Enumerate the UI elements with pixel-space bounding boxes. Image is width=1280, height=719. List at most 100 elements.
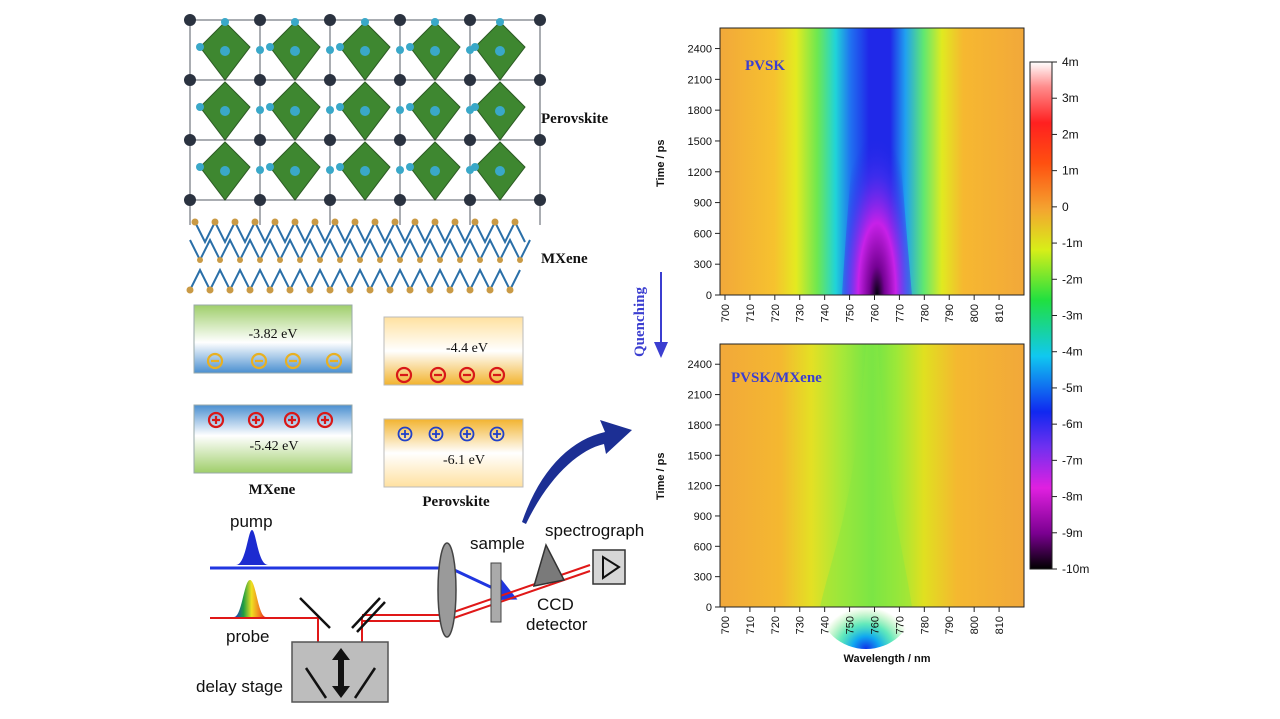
y-tick-label: 1800 xyxy=(688,420,712,432)
x-tick-label: 760 xyxy=(869,304,881,322)
x-tick-label: 770 xyxy=(894,304,906,322)
quenching-label: Quenching xyxy=(632,286,648,357)
perovskite-valence-band-box: -6.1 eV xyxy=(383,418,524,488)
probe-label: probe xyxy=(226,627,269,646)
colorbar-tick-label: -7m xyxy=(1062,453,1083,467)
perovskite-valence-band-value: -6.1 eV xyxy=(443,453,485,468)
x-tick-label: 800 xyxy=(969,304,981,322)
y-tick-label: 300 xyxy=(694,259,712,271)
colorbar-tick-label: 1m xyxy=(1062,164,1079,178)
colorbar-ticks: 4m 3m 2m 1m 0 -1m -2m -3m -4m -5m -6m -7m -8m -9m -10m xyxy=(1052,55,1089,576)
x-tick-label: 780 xyxy=(919,616,931,634)
heatmap-pvsk-title: PVSK xyxy=(745,58,785,74)
y-tick-label: 0 xyxy=(706,602,712,614)
y-tick-label: 900 xyxy=(694,511,712,523)
y-tick-label: 1800 xyxy=(688,105,712,117)
ccd-label: CCD xyxy=(537,595,574,614)
colorbar-tick-label: -6m xyxy=(1062,417,1083,431)
transient-absorption-setup xyxy=(210,530,626,703)
colorbar-tick-label: -2m xyxy=(1062,272,1083,286)
colorbar-tick-label: -8m xyxy=(1062,490,1083,504)
colorbar-tick-label: -4m xyxy=(1062,345,1083,359)
x-tick-label: 710 xyxy=(745,616,757,634)
x-tick-label: 750 xyxy=(845,304,857,322)
y-tick-label: 900 xyxy=(694,198,712,210)
x-tick-label: 700 xyxy=(720,616,732,634)
heatmap-pvsk-mxene: 700 710 720 730 740 750 760 770 780 790 800 810 0 300… xyxy=(655,343,1025,665)
x-tick-label: 730 xyxy=(795,616,807,634)
probe-pulse-icon xyxy=(234,580,266,617)
colorbar-tick-label: 2m xyxy=(1062,127,1079,141)
y-tick-label: 300 xyxy=(694,572,712,584)
prism-icon xyxy=(532,542,566,587)
x-tick-label: 760 xyxy=(869,616,881,634)
colorbar-tick-label: 0 xyxy=(1062,200,1069,214)
perovskite-conduction-band-value: -4.4 eV xyxy=(446,341,488,356)
delay-stage-label: delay stage xyxy=(196,677,283,696)
crystal-structure-illustration xyxy=(184,10,546,294)
x-tick-label: 720 xyxy=(770,616,782,634)
pump-label: pump xyxy=(230,512,273,531)
colorbar-tick-label: -10m xyxy=(1062,562,1089,576)
x-tick-label: 720 xyxy=(770,304,782,322)
perovskite-conduction-band-box: -4.4 eV xyxy=(383,316,524,386)
mxene-conduction-band-value: -3.82 eV xyxy=(249,327,298,342)
colorbar-tick-label: 4m xyxy=(1062,55,1079,69)
y-tick-label: 0 xyxy=(706,290,712,302)
x-tick-label: 780 xyxy=(919,304,931,322)
focusing-lens xyxy=(437,542,457,638)
mxene-valence-band-value: -5.42 eV xyxy=(250,439,299,454)
colorbar-tick-label: -9m xyxy=(1062,526,1083,540)
heatmap-pvsk-axes: 700 710 720 730 740 750 760 770 780 790 800 810 0 300… xyxy=(688,44,1007,323)
detector-label: detector xyxy=(526,615,588,634)
y-tick-label: 1500 xyxy=(688,136,712,148)
colorbar: 4m 3m 2m 1m 0 -1m -2m -3m -4m -5m -6m -7m -8m -9m -10m xyxy=(1029,55,1089,576)
double-arrow-icon xyxy=(332,648,350,698)
colorbar-tick-label: -5m xyxy=(1062,381,1083,395)
y-tick-label: 2400 xyxy=(688,44,712,56)
x-tick-label: 750 xyxy=(845,616,857,634)
y-tick-label: 2100 xyxy=(688,390,712,402)
heatmap-pvsk-mxene-title: PVSK/MXene xyxy=(731,370,822,386)
spectrograph-label: spectrograph xyxy=(545,521,644,540)
down-arrow-icon xyxy=(654,272,668,358)
electron-charge-symbols xyxy=(206,352,343,370)
x-tick-label: 740 xyxy=(820,304,832,322)
heatmap-pvsk-mxene-axes: 700 710 720 730 740 750 760 770 780 790 800 810 0 300… xyxy=(688,359,1007,634)
x-tick-label: 790 xyxy=(944,616,956,634)
colorbar-tick-label: 3m xyxy=(1062,91,1079,105)
y-tick-label: 2400 xyxy=(688,359,712,371)
perovskite-structure-label: Perovskite xyxy=(541,111,609,127)
y-tick-label: 1500 xyxy=(688,450,712,462)
x-tick-label: 710 xyxy=(745,304,757,322)
mxene-conduction-band-box: -3.82 eV xyxy=(193,304,353,374)
sample-label: sample xyxy=(470,534,525,553)
heatmap-pvsk-mxene-ylabel: Time / ps xyxy=(655,453,667,500)
perovskite-energy-label: Perovskite xyxy=(422,494,490,510)
x-tick-label: 770 xyxy=(894,616,906,634)
x-tick-label: 740 xyxy=(820,616,832,634)
curved-arrow-icon xyxy=(522,420,632,524)
spectrograph-box xyxy=(592,549,626,585)
x-tick-label: 810 xyxy=(994,304,1006,322)
heatmap-xlabel: Wavelength / nm xyxy=(844,653,931,665)
mxene-valence-band-box: -5.42 eV xyxy=(193,404,353,474)
x-tick-label: 800 xyxy=(969,616,981,634)
pump-pulse-icon xyxy=(236,530,268,565)
y-tick-label: 1200 xyxy=(688,481,712,493)
heatmap-pvsk: 700 710 720 730 740 750 760 770 780 790 800 810 0 300… xyxy=(655,27,1025,323)
y-tick-label: 600 xyxy=(694,541,712,553)
y-tick-label: 600 xyxy=(694,228,712,240)
sample-plate xyxy=(490,562,502,623)
colorbar-tick-label: -3m xyxy=(1062,309,1083,323)
x-tick-label: 730 xyxy=(795,304,807,322)
heatmap-pvsk-ylabel: Time / ps xyxy=(655,140,667,187)
y-tick-label: 1200 xyxy=(688,167,712,179)
colorbar-tick-label: -1m xyxy=(1062,236,1083,250)
x-tick-label: 700 xyxy=(720,304,732,322)
x-tick-label: 810 xyxy=(994,616,1006,634)
mxene-energy-label: MXene xyxy=(249,482,296,498)
x-tick-label: 790 xyxy=(944,304,956,322)
mxene-structure-label: MXene xyxy=(541,251,588,267)
